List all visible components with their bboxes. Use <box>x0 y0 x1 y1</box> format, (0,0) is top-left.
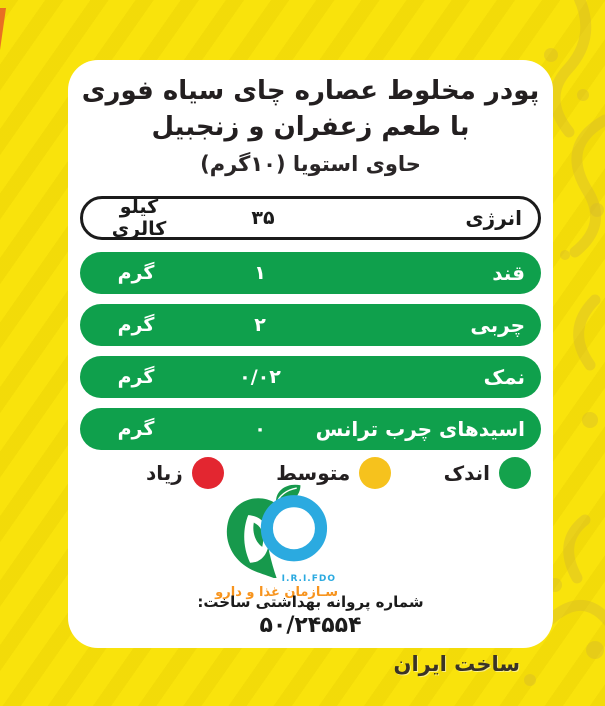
legend-item-medium: متوسط <box>276 457 392 489</box>
corner-accent-shape <box>0 8 6 50</box>
energy-row: انرژی ۳۵ کیلو کالری <box>80 196 541 240</box>
nutrient-row-fat: چربی ۲ گرم <box>80 304 541 346</box>
nutrient-value: ۲ <box>254 314 266 336</box>
medium-level-dot-icon <box>359 457 392 489</box>
ifda-org-name: سـازمان غذا و دارو <box>215 585 338 600</box>
legend-label: زیاد <box>146 461 183 485</box>
nutrient-value: ۱ <box>254 262 266 284</box>
low-level-dot-icon <box>499 457 531 489</box>
nutrient-unit: گرم <box>117 418 155 440</box>
legend-label: اندک <box>443 461 490 485</box>
nutrient-unit: گرم <box>117 314 155 336</box>
nutrient-value: ۰ <box>254 418 266 440</box>
nutrient-label: قند <box>492 261 525 285</box>
nutrient-label: نمک <box>483 365 525 389</box>
legend-item-low: اندک <box>444 457 531 489</box>
nutrient-unit: گرم <box>117 262 155 284</box>
ifda-apple-logo-icon <box>226 484 328 578</box>
energy-unit: کیلو کالری <box>111 196 167 240</box>
product-title-line1: پودر مخلوط عصاره چای سیاه فوری <box>81 76 540 106</box>
energy-label: انرژی <box>465 206 522 230</box>
legend-item-high: زیاد <box>146 457 224 489</box>
license-number: ۵۰/۲۴۵۵۴ <box>259 613 362 638</box>
nutrient-row-sugar: قند ۱ گرم <box>80 252 541 294</box>
nutrition-facts-card: پودر مخلوط عصاره چای سیاه فوری با طعم زع… <box>68 60 553 648</box>
nutrient-rows: قند ۱ گرم چربی ۲ گرم نمک ۰/۰۲ گرم اسیدها… <box>80 252 541 450</box>
product-subtitle: حاوی استویا (۱۰گرم) <box>200 152 421 176</box>
energy-value: ۳۵ <box>251 207 275 229</box>
nutrient-unit: گرم <box>117 366 155 388</box>
product-title-line2: با طعم زعفران و زنجبیل <box>151 112 470 142</box>
ifda-certification-block: I.R.I.FDO سـازمان غذا و دارو <box>215 484 340 600</box>
nutrient-row-salt: نمک ۰/۰۲ گرم <box>80 356 541 398</box>
traffic-light-legend: اندک متوسط زیاد <box>146 456 531 490</box>
nutrient-label: اسیدهای چرب ترانس <box>315 417 525 441</box>
made-in-text: ساخت ایران <box>393 652 520 676</box>
nutrient-row-trans-fat: اسیدهای چرب ترانس ۰ گرم <box>80 408 541 450</box>
license-label: شماره پروانه بهداشتی ساخت: <box>197 593 424 611</box>
high-level-dot-icon <box>191 457 224 489</box>
nutrient-value: ۰/۰۲ <box>239 366 281 388</box>
nutrient-label: چربی <box>470 313 525 337</box>
legend-label: متوسط <box>276 461 351 485</box>
background-ornament <box>524 0 605 686</box>
ifda-acronym: I.R.I.FDO <box>281 574 336 584</box>
